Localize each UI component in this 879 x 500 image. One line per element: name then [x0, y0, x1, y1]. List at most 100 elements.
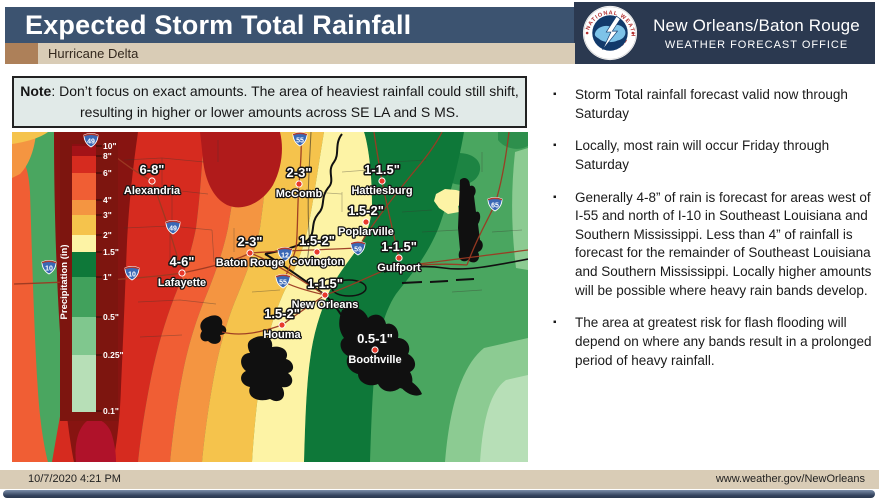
- bullet-marker: ▪: [553, 191, 557, 203]
- rainfall-amount-label: 6-8": [140, 162, 165, 177]
- barrier-islands: [401, 278, 475, 284]
- interstate-number: 10: [45, 265, 53, 272]
- band-10plus-blob: [75, 419, 116, 462]
- rainfall-amount-label: 1-1.5": [381, 239, 417, 254]
- rainfall-amount-label: 1-1.5": [364, 162, 400, 177]
- city-marker: 2-3" Baton Rouge: [215, 233, 286, 271]
- bottom-accent-bar: [3, 490, 875, 498]
- nws-logo-icon: NATIONAL WEATHER SERVICE: [582, 5, 638, 61]
- office-name-block: New Orleans/Baton Rouge WEATHER FORECAST…: [638, 16, 875, 51]
- rainfall-amount-label: 1.5-2": [348, 203, 384, 218]
- city-dot: [178, 269, 186, 277]
- city-name-label: Lafayette: [158, 277, 206, 289]
- legend-tick-label: 4": [103, 195, 112, 205]
- interstate-shield-icon: 49: [165, 220, 181, 235]
- gulf-coastline: [383, 258, 528, 273]
- city-name-label: Gulfport: [377, 262, 421, 274]
- city-dot: [148, 177, 156, 185]
- legend-tick-label: 3": [103, 210, 112, 220]
- interstate-number: 55: [279, 279, 287, 286]
- highways: [13, 132, 528, 335]
- interstate-shield-icon: 10: [41, 260, 57, 275]
- city-name-label: Alexandria: [124, 185, 181, 197]
- city-marker: 1.5-2" Houma: [262, 305, 303, 343]
- city-name-label: McComb: [276, 188, 323, 200]
- band-8-10-core: [200, 132, 282, 208]
- legend-tick-label: 8": [103, 151, 112, 161]
- note-body: : Don’t focus on exact amounts. The area…: [51, 83, 519, 120]
- rainfall-map: Precipitation (in) 10"8" 6" 4" 3" 2" 1.5" 1" 0.…: [12, 132, 528, 462]
- west-band-4-6: [12, 152, 48, 462]
- legend-segment: [72, 156, 96, 173]
- legend-tick-label: 0.5": [103, 312, 119, 322]
- interstate-shields: 49 55 49 10 10 12 55 59 65: [41, 132, 503, 289]
- rainfall-amount-label: 1.5-2": [264, 306, 300, 321]
- subtitle: Hurricane Delta: [48, 46, 139, 61]
- interstate-number: 10: [128, 271, 136, 278]
- rainfall-amount-label: 2-3": [238, 234, 263, 249]
- interstate-shield-icon: 55: [292, 132, 308, 147]
- city-name-label: Hattiesburg: [351, 185, 412, 197]
- city-name-label: Houma: [263, 329, 301, 341]
- coast-road-line: [389, 263, 468, 269]
- yellow-island-patch: [434, 189, 467, 214]
- bullet-item: ▪ Generally 4-8” of rain is forecast for …: [547, 189, 873, 301]
- legend-segment: [72, 317, 96, 355]
- bullet-marker: ▪: [553, 317, 557, 329]
- legend-segment: [72, 252, 96, 277]
- city-dot: [378, 177, 386, 185]
- bullet-text: Storm Total rainfall forecast valid now …: [575, 87, 848, 121]
- interstate-12-line: [249, 247, 359, 254]
- city-marker: 4-6" Lafayette: [157, 253, 208, 291]
- bullet-marker: ▪: [553, 140, 557, 152]
- coastal-marsh: [241, 336, 294, 402]
- legend-segment: [72, 200, 96, 215]
- legend-tick-label: 10": [103, 141, 117, 151]
- lake-pontchartrain: [331, 279, 367, 297]
- interstate-number: 55: [296, 137, 304, 144]
- legend-segment: [72, 173, 96, 200]
- legend-tick-label: 1": [103, 272, 112, 282]
- interstate-shield-icon: 10: [124, 266, 140, 281]
- city-name-label: Boothville: [348, 354, 401, 366]
- bullet-list: ▪ Storm Total rainfall forecast valid now…: [547, 86, 873, 384]
- city-dot: [371, 346, 379, 354]
- interstate-55-line: [282, 133, 326, 296]
- bullet-item: ▪ Locally, most rain will occur Friday th…: [547, 137, 873, 174]
- office-type: WEATHER FORECAST OFFICE: [664, 38, 849, 51]
- city-dot: [295, 180, 303, 188]
- interstate-59-line: [357, 132, 443, 249]
- city-marker: 1-1.5" New Orleans: [290, 275, 359, 313]
- legend-segment: [72, 355, 96, 412]
- subtitle-bar: Hurricane Delta: [38, 43, 575, 64]
- city-name-label: New Orleans: [292, 299, 359, 311]
- city-name-label: Baton Rouge: [216, 257, 284, 269]
- legend-segment: [72, 215, 96, 235]
- title-bar: Expected Storm Total Rainfall: [5, 7, 574, 43]
- band-0p25-0p5: [512, 148, 528, 270]
- mississippi-river: [264, 133, 343, 255]
- interstate-number: 65: [491, 202, 499, 209]
- city-marker: 2-3" McComb: [275, 164, 324, 202]
- city-name-label: Poplarville: [338, 226, 394, 238]
- interstate-shield-icon: 59: [350, 241, 366, 256]
- interstate-number: 59: [354, 246, 362, 253]
- interstate-shield-icon: 49: [83, 133, 99, 148]
- legend-segment: [72, 235, 96, 252]
- band-1-1p5: [304, 132, 464, 462]
- city-marker: 1-1.5" Hattiesburg: [350, 161, 414, 199]
- band-0p1-0p25: [480, 375, 528, 462]
- note-box: Note: Don’t focus on exact amounts. The …: [12, 76, 527, 128]
- west-band-2-3: [12, 132, 48, 144]
- city-marker: 1.5-2" Poplarville: [337, 202, 395, 240]
- band-2-3: [202, 132, 324, 462]
- interstate-shield-icon: 65: [487, 197, 503, 212]
- rainfall-amount-label: 0.5-1": [357, 331, 393, 346]
- page-title: Expected Storm Total Rainfall: [25, 10, 412, 40]
- bullet-item: ▪ The area at greatest risk for flash flo…: [547, 314, 873, 370]
- lake-maurepas: [323, 278, 333, 288]
- footer-bar: [0, 470, 879, 489]
- city-marker: 1.5-2" Covington: [289, 232, 346, 270]
- bullet-text: Locally, most rain will occur Friday thr…: [575, 138, 830, 172]
- precip-legend: Precipitation (in) 10"8" 6" 4" 3" 2" 1.5" 1" 0.…: [59, 140, 124, 421]
